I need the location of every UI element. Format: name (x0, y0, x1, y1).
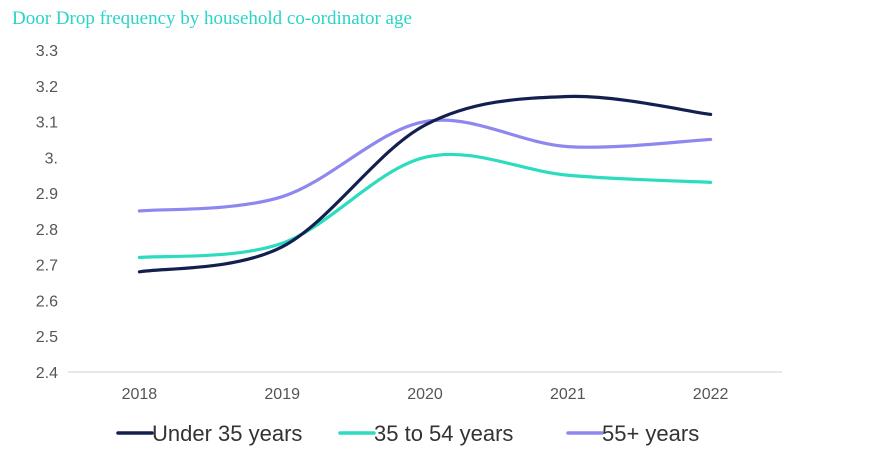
y-tick-label: 3.1 (36, 115, 58, 132)
x-tick-label: 2022 (693, 386, 729, 403)
series-lines (137, 94, 713, 274)
y-axis-ticks: 2.4 2.5 2.6 2.7 2.8 2.9 3. 3.1 3.2 3.3 (36, 43, 58, 382)
y-tick-label: 3.2 (36, 79, 58, 96)
y-tick-label: 2.9 (36, 186, 58, 203)
series-line-3 (137, 118, 713, 213)
x-axis-ticks: 2018 2019 2020 2021 2022 (122, 386, 729, 403)
y-tick-label: 2.8 (36, 222, 58, 239)
legend-label: 35 to 54 years (374, 421, 513, 446)
x-tick-label: 2019 (264, 386, 300, 403)
x-tick-label: 2020 (407, 386, 443, 403)
legend-label: 55+ years (602, 421, 699, 446)
y-tick-label: 2.4 (36, 365, 58, 382)
y-tick-label: 3. (45, 150, 58, 167)
y-tick-label: 2.6 (36, 293, 58, 310)
chart-title: Door Drop frequency by household co-ordi… (12, 8, 412, 29)
series-line-2 (137, 152, 713, 260)
y-tick-label: 3.3 (36, 43, 58, 60)
y-tick-label: 2.7 (36, 258, 58, 275)
legend-label: Under 35 years (152, 421, 302, 446)
x-tick-label: 2021 (550, 386, 586, 403)
series-line-1 (137, 94, 713, 274)
y-tick-label: 2.5 (36, 329, 58, 346)
x-tick-label: 2018 (122, 386, 158, 403)
legend: Under 35 years 35 to 54 years 55+ years (116, 421, 699, 446)
